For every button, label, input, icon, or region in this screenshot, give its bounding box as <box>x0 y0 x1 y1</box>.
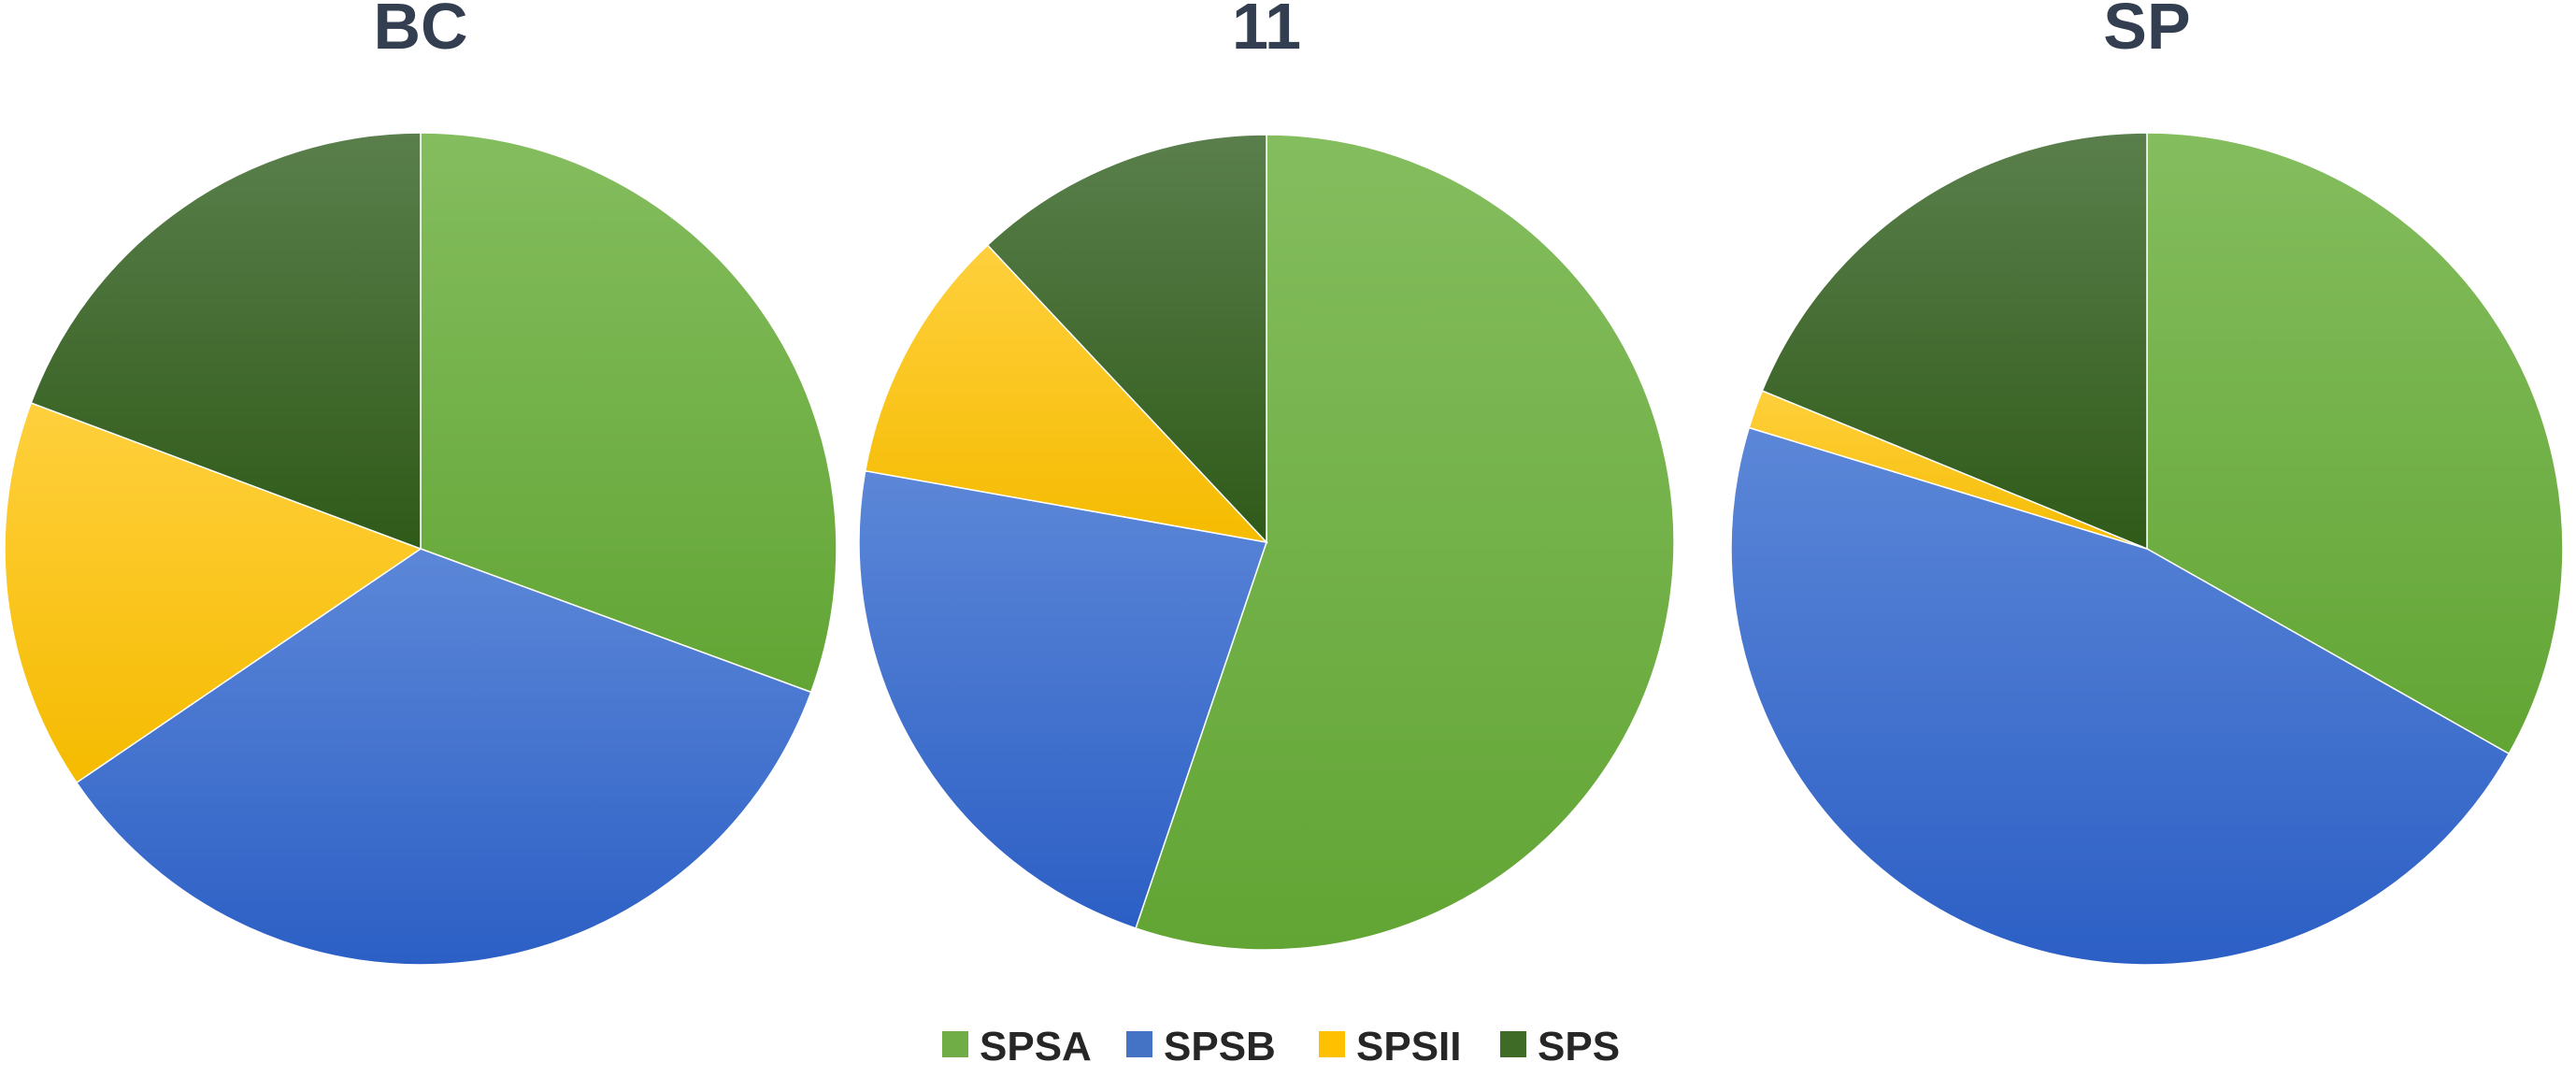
pie-title-11: 11 <box>1232 0 1301 63</box>
pie-slice-11-spsii <box>864 244 1269 544</box>
pie-title-sp: SP <box>2103 0 2190 63</box>
pie-chart-sp: SP <box>1730 0 2564 966</box>
pie-title-bc: BC <box>373 0 467 63</box>
legend-swatch-spsa <box>942 1031 968 1057</box>
pie-chart-bc: BC <box>4 0 837 966</box>
legend-swatch-sps <box>1500 1031 1526 1057</box>
legend-swatch-spsb <box>1126 1031 1152 1057</box>
pie-slice-sp-sps <box>1761 132 2148 551</box>
legend-item-spsii: SPSII <box>1319 1024 1462 1069</box>
legend-item-spsa: SPSA <box>942 1024 1092 1069</box>
pie-slice-bc-spsa <box>420 132 837 694</box>
legend-label-spsii: SPSII <box>1356 1024 1462 1069</box>
legend: SPSA SPSB SPSII SPS <box>942 1024 1620 1069</box>
legend-swatch-spsii <box>1319 1031 1345 1057</box>
legend-item-sps: SPS <box>1500 1024 1620 1069</box>
legend-item-spsb: SPSB <box>1126 1024 1276 1069</box>
legend-label-spsb: SPSB <box>1164 1024 1276 1069</box>
legend-label-sps: SPS <box>1538 1024 1620 1069</box>
pie-slice-bc-spsb <box>75 548 812 966</box>
legend-label-spsa: SPSA <box>980 1024 1092 1069</box>
pie-slice-sp-spsb <box>1730 426 2511 966</box>
pie-chart-11: 11 <box>858 0 1675 951</box>
pie-slice-11-sps <box>986 134 1267 544</box>
pie-slice-11-spsb <box>858 469 1267 929</box>
pie-slice-bc-spsii <box>4 402 422 784</box>
pie-slice-sp-spsa <box>2146 132 2564 755</box>
pie-slice-bc-sps <box>30 132 422 551</box>
pie-slice-11-spsa <box>1135 134 1675 951</box>
